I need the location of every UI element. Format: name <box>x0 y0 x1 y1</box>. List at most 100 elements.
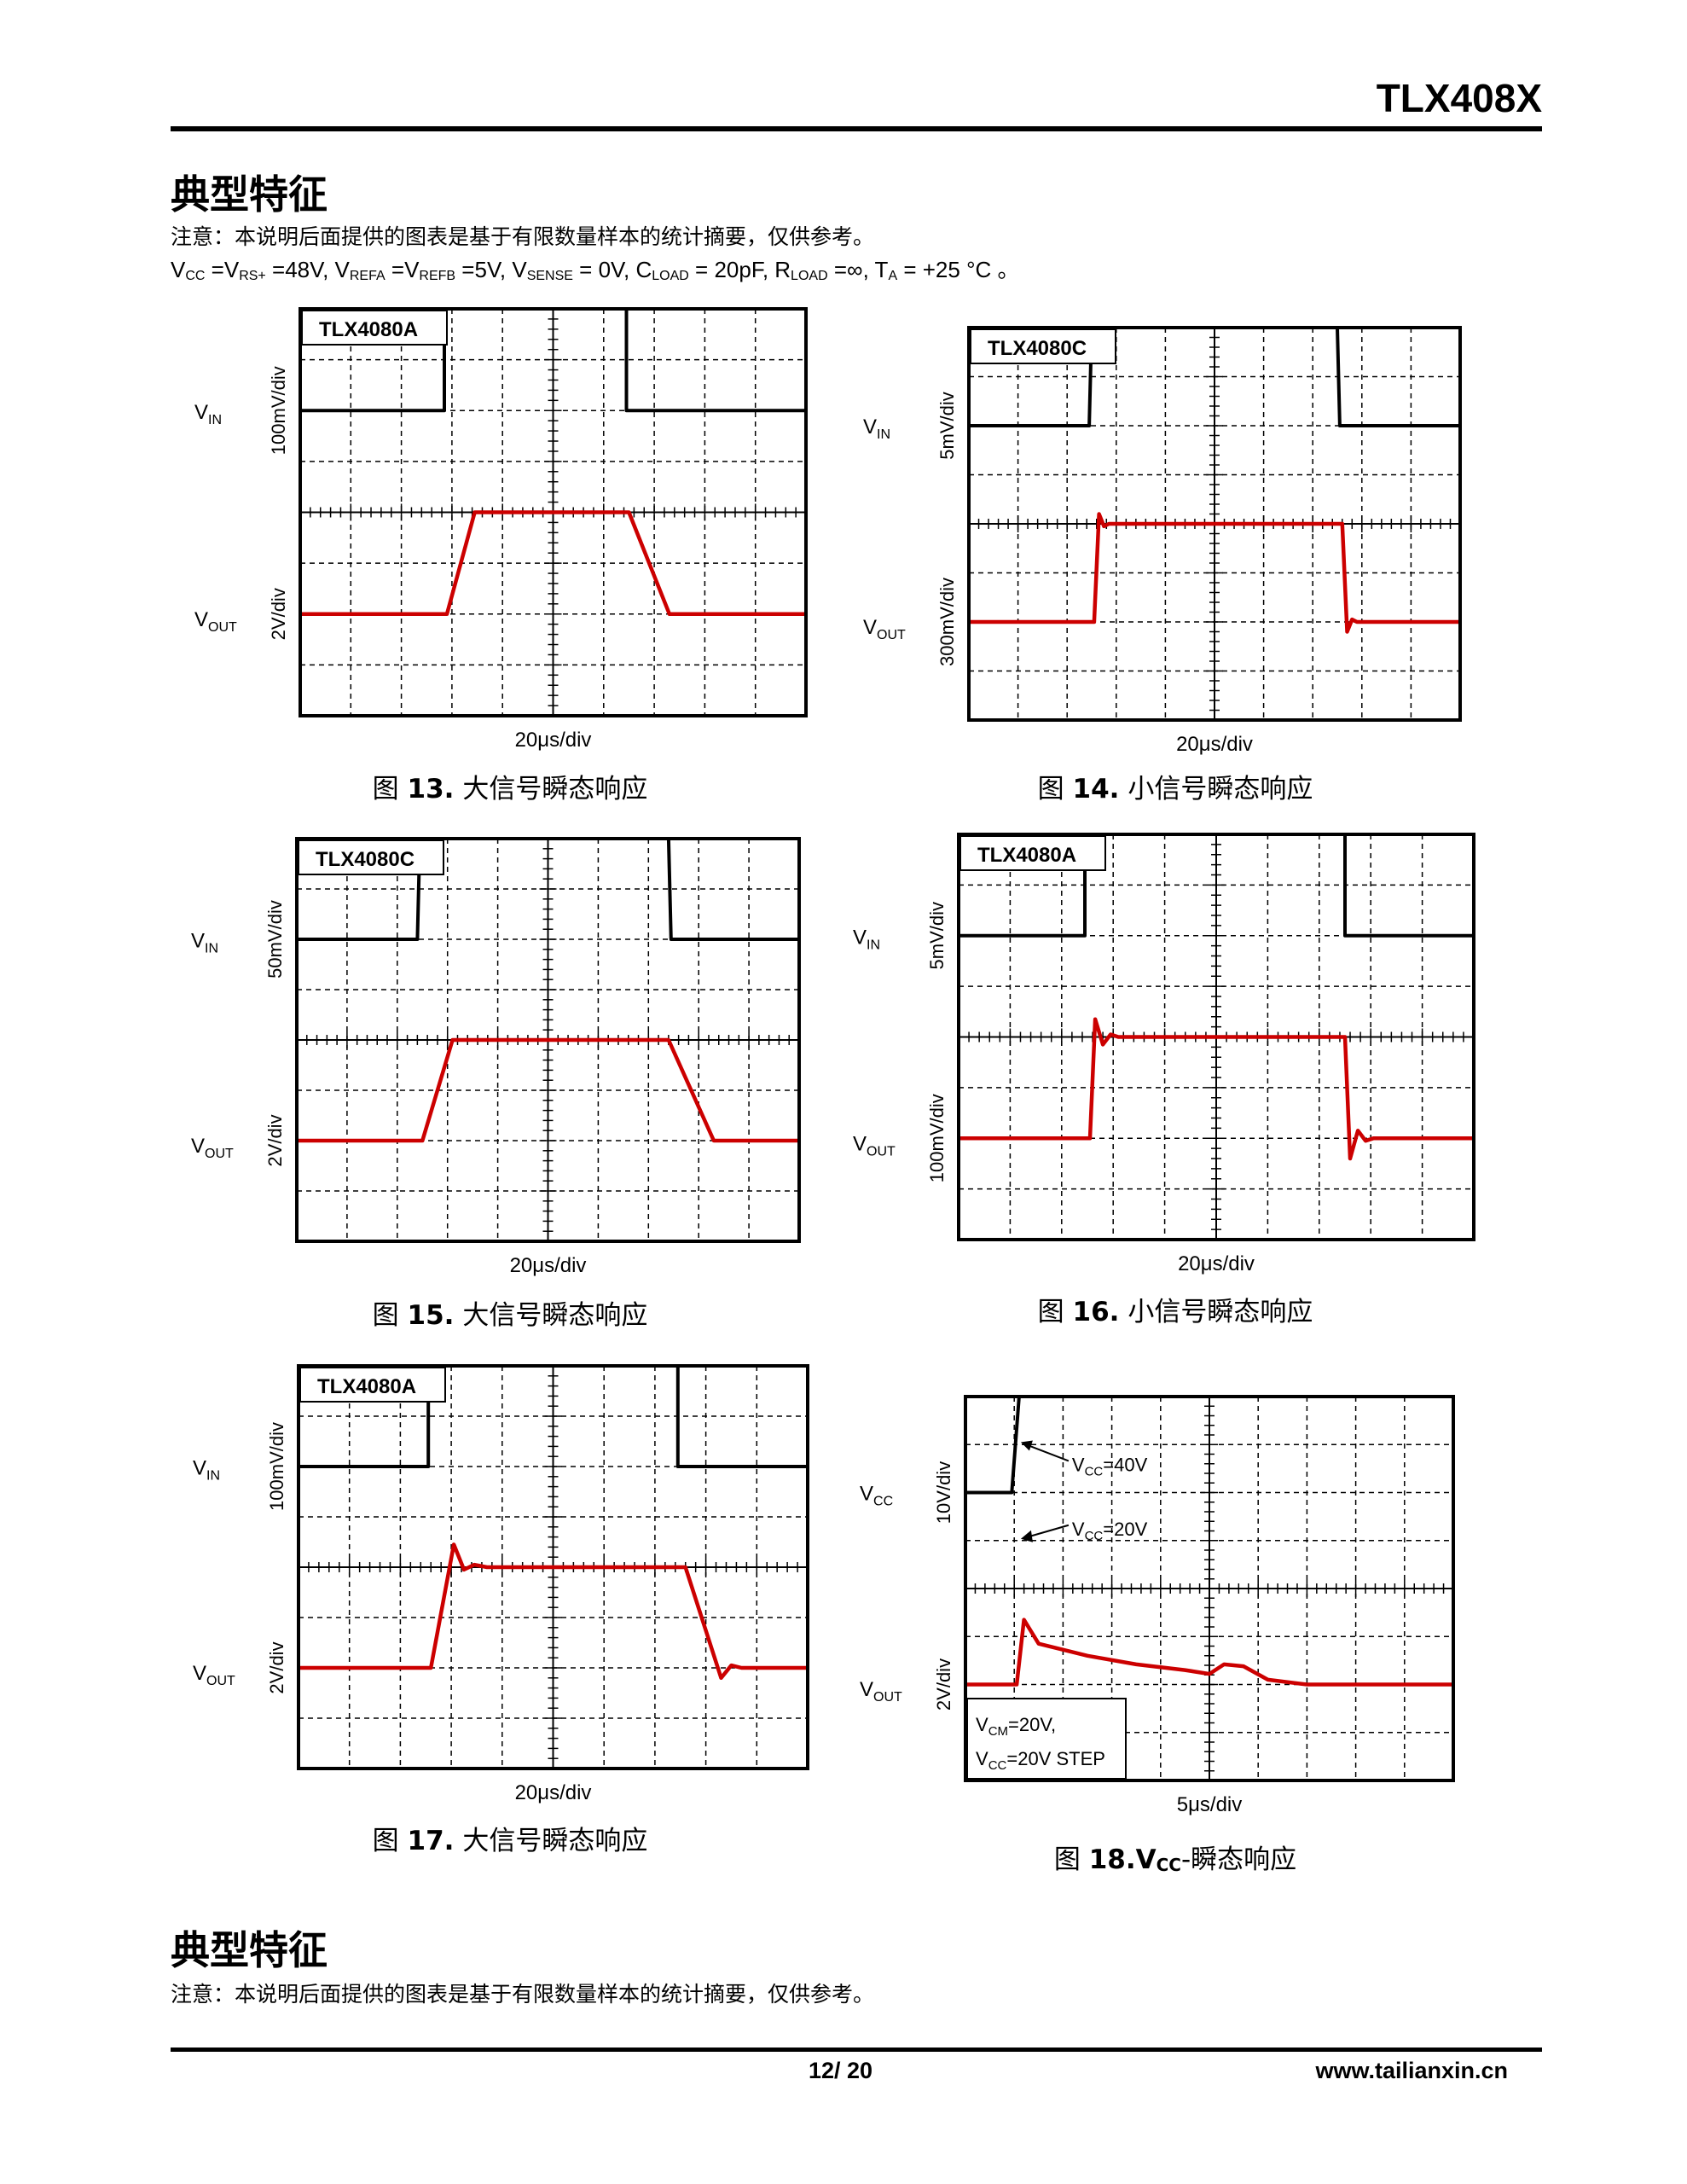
output-signal-label: VOUT <box>194 608 237 635</box>
timebase-label: 20μs/div <box>1178 1252 1255 1275</box>
output-signal-label: VOUT <box>860 1678 902 1705</box>
condition-text: V <box>171 257 186 282</box>
document-title: TLX408X <box>1376 76 1542 120</box>
condition-box-line1-main: V <box>976 1714 988 1735</box>
device-label-box <box>299 1367 446 1403</box>
caption-number: 13. <box>407 774 455 804</box>
output-scale-label: 2V/div <box>266 1641 287 1693</box>
scope-frame <box>964 1395 1455 1782</box>
annotation-vcc-40v-value: =40V <box>1103 1454 1147 1475</box>
caption-number: 16. <box>1072 1297 1120 1327</box>
input-signal-label-sub: IN <box>205 941 218 956</box>
section-title: 典型特征 <box>171 171 328 218</box>
output-signal-label-sub: OUT <box>873 1690 902 1705</box>
figure-caption: 图 14. 小信号瞬态响应 <box>1038 767 1313 805</box>
annotation-vcc-40v-main: V <box>1072 1454 1085 1475</box>
input-signal-label-sub: IN <box>208 413 222 427</box>
condition-subscript: CC <box>185 269 206 283</box>
output-scale-label: 2V/div <box>933 1658 954 1711</box>
device-label-box <box>298 839 444 875</box>
scope-frame <box>297 1364 809 1770</box>
output-signal-label: VOUT <box>853 1133 896 1159</box>
scope-frame <box>299 307 808 717</box>
trace-output <box>959 1017 1474 1161</box>
caption-prefix: 图 <box>372 774 399 804</box>
condition-subscript: RS+ <box>239 269 266 283</box>
input-scale-label: 10V/div <box>933 1461 954 1524</box>
scope-frame <box>295 837 801 1243</box>
output-signal-label-main: V <box>853 1133 867 1156</box>
trace-output <box>965 1618 1453 1687</box>
condition-text: =48V, V <box>265 257 350 282</box>
condition-subscript: LOAD <box>652 269 689 283</box>
annotation-arrow <box>1023 1443 1070 1462</box>
device-label-box <box>970 328 1116 364</box>
website-url: www.tailianxin.cn <box>1315 2058 1508 2083</box>
timebase-label: 20μs/div <box>515 729 592 752</box>
annotation-vcc-40v: VCC=40V <box>1072 1454 1148 1478</box>
input-scale-label: 5mV/div <box>926 902 948 969</box>
output-signal-label-main: V <box>860 1678 873 1701</box>
scope-plot: TLX4080A VIN VOUT 100mV/div 2V/div 20μs/div <box>193 1364 809 1804</box>
scope-plot: VCCVOUT10V/div2V/div5μs/divVCC=40VVCC=20… <box>860 1395 1455 1816</box>
input-signal-label: VIN <box>193 1456 220 1483</box>
condition-subscript: REFB <box>419 269 456 283</box>
timebase-label: 20μs/div <box>515 1781 592 1804</box>
output-signal-label: VOUT <box>191 1135 234 1161</box>
condition-subscript: LOAD <box>791 269 828 283</box>
caption-text: 大信号瞬态响应 <box>462 1826 648 1856</box>
output-scale-label: 100mV/div <box>926 1094 948 1182</box>
condition-box-line1-sub: CM <box>988 1724 1008 1739</box>
device-label: TLX4080A <box>317 1375 416 1398</box>
input-signal-label: VCC <box>860 1483 893 1509</box>
output-scale-label: 2V/div <box>264 1114 286 1166</box>
figure-caption: 图 18.VCC-瞬态响应 <box>1054 1838 1296 1876</box>
input-scale-label: 50mV/div <box>264 900 286 979</box>
input-scale-label: 100mV/div <box>266 1422 287 1511</box>
caption-v-sub: CC <box>1156 1855 1181 1875</box>
condition-box <box>966 1698 1127 1780</box>
grid <box>300 309 806 716</box>
condition-text: =V <box>205 257 240 282</box>
input-signal-label-main: V <box>191 929 205 952</box>
input-signal-label: VIN <box>194 401 222 427</box>
scope-frame <box>957 833 1475 1241</box>
output-signal-label: VOUT <box>863 616 906 642</box>
device-label: TLX4080A <box>977 844 1076 867</box>
caption-text: 小信号瞬态响应 <box>1128 774 1313 804</box>
output-signal-label-main: V <box>191 1135 205 1158</box>
caption-text: -瞬态响应 <box>1180 1844 1297 1875</box>
section-title-2: 典型特征 <box>171 1927 328 1973</box>
scope-figure-fig18: VCC VOUT 10V/div 2V/div 5μs/div VCC=40V VCC=20… <box>829 1388 1462 1832</box>
caption-prefix: 图 <box>1037 1297 1064 1327</box>
caption-prefix: 图 <box>372 1300 399 1331</box>
annotation-vcc-20v-sub: CC <box>1085 1529 1104 1543</box>
output-signal-label-sub: OUT <box>205 1147 234 1161</box>
condition-box-line1: VCM=20V, <box>976 1714 1056 1739</box>
input-signal-label-main: V <box>860 1483 873 1506</box>
output-signal-label-sub: OUT <box>877 628 906 642</box>
annotation-vcc-20v: VCC=20V <box>1072 1519 1148 1543</box>
input-scale-label: 100mV/div <box>268 366 289 455</box>
caption-text: 大信号瞬态响应 <box>462 1300 648 1331</box>
device-label-box <box>959 835 1106 871</box>
input-signal-label-main: V <box>194 401 208 424</box>
footer-rule <box>171 2048 1542 2052</box>
annotation-vcc-20v-main: V <box>1072 1519 1085 1540</box>
output-signal-label: VOUT <box>193 1662 235 1688</box>
timebase-label: 20μs/div <box>1176 733 1253 756</box>
annotation-vcc-20v-value: =20V <box>1103 1519 1147 1540</box>
caption-number: 17. <box>407 1826 455 1856</box>
output-scale-label: 2V/div <box>268 588 289 640</box>
input-signal-label-sub: CC <box>873 1495 893 1509</box>
scope-figure-fig16: TLX4080A VIN VOUT 5mV/div 100mV/div 20μs/div <box>822 826 1482 1291</box>
condition-text: = +25 °C 。 <box>897 257 1020 282</box>
timebase-label: 20μs/div <box>510 1254 587 1277</box>
caption-number: 18. <box>1088 1844 1136 1875</box>
scope-figure-fig13: TLX4080A VIN VOUT 100mV/div 2V/div 20μs/div <box>164 300 815 767</box>
output-signal-label-sub: OUT <box>206 1674 235 1688</box>
input-signal-label-main: V <box>853 926 867 949</box>
device-label-box <box>301 310 448 346</box>
